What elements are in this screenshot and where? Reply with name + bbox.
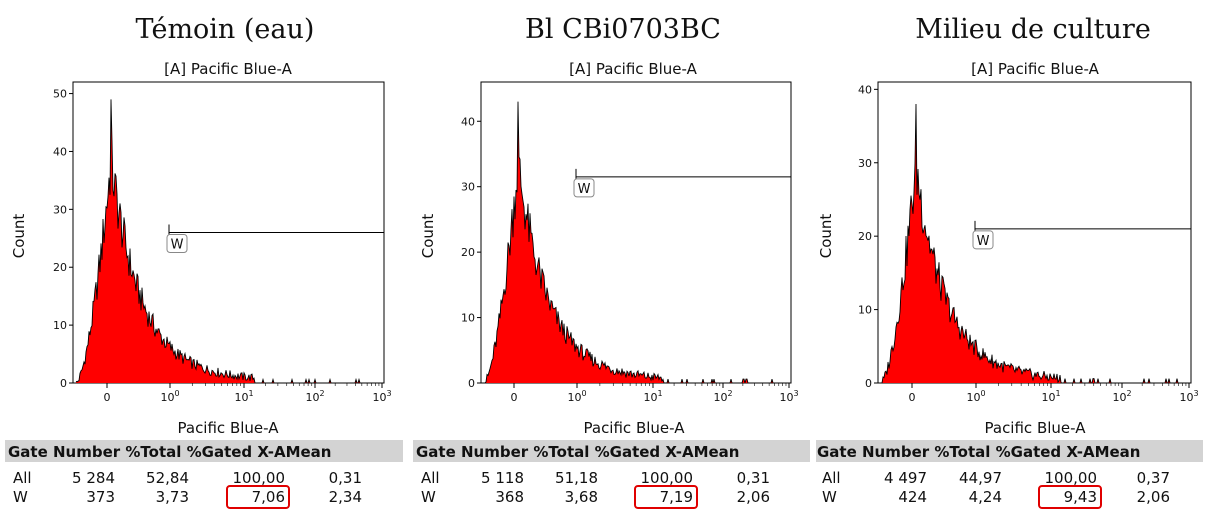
gate-label-box [972, 230, 994, 250]
histogram-outline [484, 101, 787, 384]
table-cell: All [822, 469, 841, 487]
table-cell: 7,19 [660, 488, 693, 506]
table-header: Gate Number %Total %Gated X-AMean [8, 443, 331, 461]
gate-label: W [171, 238, 184, 253]
x-tick-label: 102 [713, 389, 732, 404]
x-tick-label: 102 [1112, 389, 1131, 404]
y-tick-label: 40 [461, 115, 475, 128]
table-cell: 4,24 [969, 488, 1002, 506]
gate-label-box [573, 178, 595, 198]
table-header: Gate Number %Total %Gated X-AMean [416, 443, 739, 461]
y-tick-label: 40 [53, 145, 67, 158]
table-cell: 368 [495, 488, 524, 506]
table-cell: 424 [898, 488, 927, 506]
table-cell: 0,31 [737, 469, 770, 487]
table-cell: 52,84 [146, 469, 189, 487]
table-header-bg [5, 440, 403, 462]
table-cell: W [822, 488, 837, 506]
histogram-panel-blcbi: Bl CBi0703BC [A] Pacific Blue-A Count Pa… [413, 14, 810, 509]
table-cell: 373 [86, 488, 115, 506]
table-cell: 7,06 [252, 488, 285, 506]
y-tick-label: 40 [858, 83, 872, 96]
table-cell: W [421, 488, 436, 506]
y-tick-label: 20 [858, 230, 872, 243]
x-tick-label: 101 [643, 389, 662, 404]
x-tick-label: 100 [160, 389, 179, 404]
table-cell: 3,73 [156, 488, 189, 506]
table-cell: 4 497 [884, 469, 927, 487]
x-tick-label: 103 [779, 389, 798, 404]
table-header-bg [413, 440, 810, 462]
y-tick-label: 0 [865, 377, 872, 390]
y-axis-label: Count [419, 214, 437, 259]
x-tick-label: 100 [567, 389, 586, 404]
table-cell: 100,00 [1045, 469, 1098, 487]
highlight-box [226, 485, 290, 509]
x-tick-label: 0 [511, 391, 518, 404]
histogram-fill [76, 99, 380, 384]
y-tick-label: 20 [53, 261, 67, 274]
table-cell: 44,97 [959, 469, 1002, 487]
x-axis-label: Pacific Blue-A [584, 419, 686, 437]
x-axis-label: Pacific Blue-A [178, 419, 280, 437]
plot-title: [A] Pacific Blue-A [971, 60, 1099, 78]
x-tick-label: 101 [1041, 389, 1060, 404]
table-cell: W [13, 488, 28, 506]
y-tick-label: 10 [53, 319, 67, 332]
y-tick-label: 30 [858, 157, 872, 170]
histogram-outline [75, 99, 380, 384]
y-axis-label: Count [817, 214, 835, 259]
panel-title: Milieu de culture [915, 14, 1151, 45]
histogram-panel-milieu: Milieu de culture [A] Pacific Blue-A Cou… [816, 14, 1203, 509]
y-tick-label: 10 [461, 312, 475, 325]
plot-title: [A] Pacific Blue-A [164, 60, 292, 78]
table-cell: 51,18 [555, 469, 598, 487]
table-header: Gate Number %Total %Gated X-AMean [817, 443, 1140, 461]
panel-title: Bl CBi0703BC [525, 14, 721, 45]
y-tick-label: 0 [468, 377, 475, 390]
gate-label-box [166, 234, 188, 253]
table-cell: 2,06 [1137, 488, 1170, 506]
highlight-box [634, 485, 698, 509]
table-cell: 100,00 [641, 469, 694, 487]
highlight-box [1038, 485, 1102, 509]
y-tick-label: 20 [461, 246, 475, 259]
x-tick-label: 103 [1179, 389, 1198, 404]
table-cell: 0,31 [329, 469, 362, 487]
x-tick-label: 103 [372, 389, 391, 404]
table-header-bg [816, 440, 1203, 462]
gate-label: W [977, 234, 990, 249]
y-axis-label: Count [10, 214, 28, 259]
panel-title: Témoin (eau) [136, 14, 315, 45]
table-cell: 2,06 [737, 488, 770, 506]
table-cell: 100,00 [233, 469, 286, 487]
histogram-fill [484, 101, 787, 383]
table-cell: All [421, 469, 440, 487]
histogram-fill [881, 104, 1187, 383]
histogram-panel-temoin: Témoin (eau) [A] Pacific Blue-A Count Pa… [5, 14, 403, 509]
table-cell: 0,37 [1137, 469, 1170, 487]
x-tick-label: 0 [909, 391, 916, 404]
table-cell: 5 284 [72, 469, 115, 487]
table-cell: All [13, 469, 32, 487]
y-tick-label: 0 [60, 377, 67, 390]
histogram-outline [881, 103, 1187, 384]
y-tick-label: 30 [461, 181, 475, 194]
gate-label: W [578, 182, 591, 197]
table-cell: 2,34 [329, 488, 362, 506]
table-cell: 3,68 [565, 488, 598, 506]
table-cell: 5 118 [481, 469, 524, 487]
y-tick-label: 10 [858, 304, 872, 317]
x-axis-label: Pacific Blue-A [985, 419, 1087, 437]
x-tick-label: 0 [104, 391, 111, 404]
x-tick-label: 102 [305, 389, 324, 404]
table-cell: 9,43 [1064, 488, 1097, 506]
x-tick-label: 100 [966, 389, 985, 404]
plot-title: [A] Pacific Blue-A [569, 60, 697, 78]
y-tick-label: 50 [53, 88, 67, 101]
y-tick-label: 30 [53, 203, 67, 216]
x-tick-label: 101 [234, 389, 253, 404]
